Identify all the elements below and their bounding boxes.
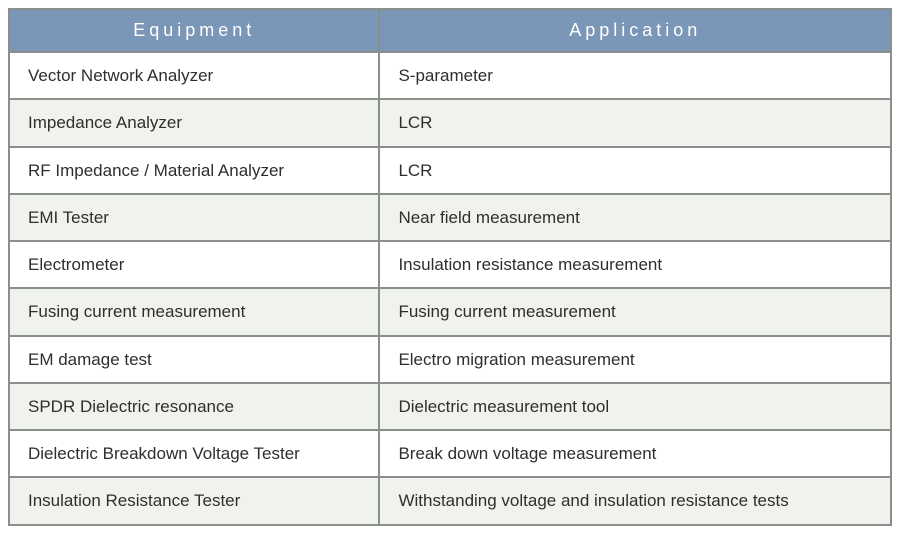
table-row: EMI Tester Near field measurement: [9, 194, 891, 241]
table-row: Vector Network Analyzer S-parameter: [9, 52, 891, 99]
table-row: EM damage test Electro migration measure…: [9, 336, 891, 383]
table-row: RF Impedance / Material Analyzer LCR: [9, 147, 891, 194]
cell-application: Electro migration measurement: [379, 336, 891, 383]
table-row: Impedance Analyzer LCR: [9, 99, 891, 146]
cell-equipment: Impedance Analyzer: [9, 99, 379, 146]
cell-equipment: Vector Network Analyzer: [9, 52, 379, 99]
cell-application: Withstanding voltage and insulation resi…: [379, 477, 891, 524]
cell-application: Break down voltage measurement: [379, 430, 891, 477]
table-row: Dielectric Breakdown Voltage Tester Brea…: [9, 430, 891, 477]
cell-equipment: EM damage test: [9, 336, 379, 383]
table-row: Insulation Resistance Tester Withstandin…: [9, 477, 891, 524]
column-header-application: Application: [379, 9, 891, 52]
cell-equipment: Dielectric Breakdown Voltage Tester: [9, 430, 379, 477]
table-row: Fusing current measurement Fusing curren…: [9, 288, 891, 335]
cell-application: Near field measurement: [379, 194, 891, 241]
cell-application: S-parameter: [379, 52, 891, 99]
cell-equipment: Electrometer: [9, 241, 379, 288]
column-header-equipment: Equipment: [9, 9, 379, 52]
cell-equipment: EMI Tester: [9, 194, 379, 241]
table-row: Electrometer Insulation resistance measu…: [9, 241, 891, 288]
cell-application: Fusing current measurement: [379, 288, 891, 335]
cell-application: Insulation resistance measurement: [379, 241, 891, 288]
cell-equipment: RF Impedance / Material Analyzer: [9, 147, 379, 194]
cell-equipment: Insulation Resistance Tester: [9, 477, 379, 524]
cell-equipment: Fusing current measurement: [9, 288, 379, 335]
table-header-row: Equipment Application: [9, 9, 891, 52]
cell-application: Dielectric measurement tool: [379, 383, 891, 430]
table-row: SPDR Dielectric resonance Dielectric mea…: [9, 383, 891, 430]
cell-equipment: SPDR Dielectric resonance: [9, 383, 379, 430]
cell-application: LCR: [379, 147, 891, 194]
equipment-application-table: Equipment Application Vector Network Ana…: [8, 8, 892, 526]
cell-application: LCR: [379, 99, 891, 146]
